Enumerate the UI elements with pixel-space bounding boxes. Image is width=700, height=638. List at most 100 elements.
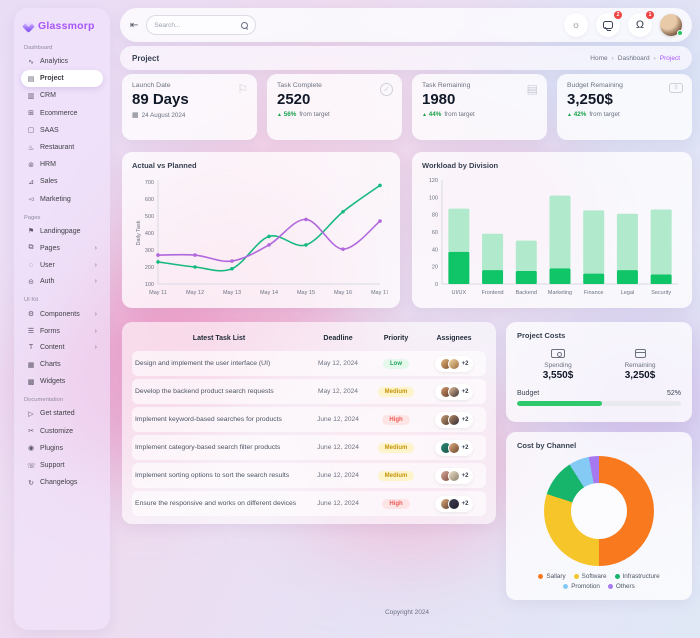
assignees-group[interactable]: +2 [434, 383, 474, 400]
donut-chart [544, 456, 654, 566]
legend-label: Sallary [546, 573, 566, 580]
chevron-right-icon: › [94, 310, 97, 318]
theme-toggle-button[interactable]: ☼ [564, 13, 588, 37]
workload-by-division-card: Workload by Division 0 20 40 60 80 100 120 UI/U… [412, 152, 692, 308]
page-title: Project [132, 53, 160, 63]
sidebar-item-changelogs[interactable]: ↻ Changelogs [21, 474, 103, 491]
y-tick-label: 120 [429, 178, 438, 184]
legend-dot [607, 584, 613, 589]
wallet-icon [634, 348, 646, 358]
up-arrow-icon: ▲ [277, 112, 282, 118]
messages-badge: 2 [614, 11, 622, 19]
chat-icon [603, 21, 613, 29]
sidebar-item-user[interactable]: ◌ User › [21, 257, 103, 273]
y-tick-label: 40 [432, 247, 438, 253]
data-point [193, 265, 197, 269]
flag-icon: ⚐ [237, 82, 248, 96]
sidebar-item-auth[interactable]: ⊝ Auth › [21, 273, 103, 290]
sidebar-item-pages[interactable]: ⧉ Pages › [21, 240, 103, 257]
remaining-label: Remaining [624, 362, 656, 369]
sidebar-item-marketing[interactable]: ◅ Marketing [21, 191, 103, 208]
assignees-group[interactable]: +2 [434, 439, 474, 456]
sidebar-item-label: Charts [40, 361, 61, 369]
bar-segment-done [650, 274, 672, 284]
assignees-group[interactable]: +2 [434, 495, 474, 512]
y-tick-label: 200 [145, 265, 154, 271]
sidebar-item-ecommerce[interactable]: ⊞ Ecommerce [21, 105, 103, 122]
sidebar-item-landingpage[interactable]: ⚑ Landingpage [21, 223, 103, 240]
search-box[interactable] [146, 15, 257, 35]
cost-by-channel-card: Cost by Channel Sallary Software Infrastru… [506, 432, 692, 600]
bar-segment-remaining [616, 213, 638, 271]
task-column-header: Latest Task List [192, 335, 246, 342]
bar-segment-done [482, 270, 504, 284]
x-tick-label: Marketing [548, 290, 572, 296]
sidebar-item-customize[interactable]: ✂ Customize [21, 423, 103, 440]
sidebar-item-restaurant[interactable]: ♨ Restaurant [21, 139, 103, 156]
sidebar-item-support[interactable]: ☏ Support [21, 457, 103, 474]
stat-value: 3,250$ [567, 91, 613, 108]
task-row[interactable]: Implement sorting options to sort the se… [132, 463, 486, 488]
y-tick-label: 80 [432, 213, 438, 219]
x-tick-label: May 15 [297, 290, 315, 296]
sidebar-item-sales[interactable]: ⊿ Sales [21, 173, 103, 190]
stat-sub: ▲ 42% from target [567, 111, 682, 118]
data-point [378, 183, 382, 188]
stat-card-task-remaining: Task Remaining 1980 ▲ 44% from target ▤ [412, 74, 547, 140]
legend-dot [614, 574, 620, 579]
sidebar-item-saas[interactable]: ▢ SAAS [21, 122, 103, 139]
breadcrumb-item-project[interactable]: Project [659, 54, 680, 62]
restaurant-icon: ♨ [27, 144, 35, 152]
check-circle-icon: ✓ [380, 83, 393, 96]
sidebar-item-label: Sales [40, 178, 58, 186]
search-input[interactable] [154, 21, 235, 29]
task-row[interactable]: Implement keyword-based searches for pro… [132, 407, 486, 432]
sidebar-item-label: Changelogs [40, 479, 78, 487]
assignees-extra-count: +2 [461, 500, 469, 507]
priority-badge: High [382, 498, 410, 509]
messages-button[interactable]: 2 [596, 11, 622, 37]
task-row[interactable]: Ensure the responsive and works on diffe… [132, 491, 486, 516]
bar-chart-svg: 0 20 40 60 80 100 120 UI/UX Frontend Backend Marke… [429, 178, 678, 296]
logo[interactable]: Glassmorp [21, 18, 103, 38]
content-icon: T [28, 344, 34, 352]
task-deadline: June 12, 2024 [317, 416, 359, 423]
sidebar-item-components[interactable]: ⚙ Components › [21, 305, 103, 322]
sidebar-item-crm[interactable]: ▥ CRM [21, 87, 103, 104]
sidebar-collapse-icon[interactable]: ⇤ [130, 19, 139, 31]
sidebar-item-label: Ecommerce [40, 109, 78, 117]
sidebar-item-get-started[interactable]: ▷ Get started [21, 405, 103, 422]
task-name: Develop the backend product search reque… [135, 388, 274, 395]
sidebar-item-analytics[interactable]: ∿ Analytics [21, 53, 103, 70]
budget-progress-fill [517, 401, 603, 406]
assignees-group[interactable]: +2 [434, 355, 474, 372]
task-priority-cell: Medium [370, 386, 422, 397]
assignees-group[interactable]: +2 [434, 467, 474, 484]
stat-delta: ▲ 42% [567, 111, 587, 118]
breadcrumb-item-dashboard[interactable]: Dashboard [617, 54, 650, 62]
breadcrumb-item-home[interactable]: Home [590, 54, 608, 62]
task-assignees-cell: +2 [422, 467, 486, 484]
y-tick-label: 400 [145, 231, 154, 237]
assignees-group[interactable]: +2 [434, 411, 474, 428]
task-name: Design and implement the user interface … [135, 360, 271, 367]
data-point [193, 253, 197, 257]
sidebar-item-widgets[interactable]: ▩ Widgets [21, 373, 103, 390]
sidebar-item-hrm[interactable]: ⊚ HRM [21, 156, 103, 173]
sidebar-item-project[interactable]: ▤ Project [21, 70, 103, 88]
legend-dot [563, 584, 569, 589]
legend-item-others: Others [607, 583, 635, 590]
task-row[interactable]: Design and implement the user interface … [132, 351, 486, 376]
sidebar-item-forms[interactable]: ☰ Forms › [21, 323, 103, 340]
user-avatar[interactable] [660, 14, 683, 36]
notifications-button[interactable]: Ω 1 [628, 11, 654, 37]
task-row[interactable]: Implement category-based search filter p… [132, 435, 486, 460]
sidebar-item-plugins[interactable]: ◉ Plugins [21, 440, 103, 457]
crm-icon: ▥ [27, 92, 35, 100]
y-tick-label: 700 [145, 180, 154, 186]
sidebar-item-charts[interactable]: ▦ Charts [21, 356, 103, 373]
data-point [230, 266, 234, 271]
sidebar-section-label: Pages [24, 214, 41, 221]
sidebar-item-content[interactable]: T Content › [21, 340, 103, 356]
task-row[interactable]: Develop the backend product search reque… [132, 379, 486, 404]
